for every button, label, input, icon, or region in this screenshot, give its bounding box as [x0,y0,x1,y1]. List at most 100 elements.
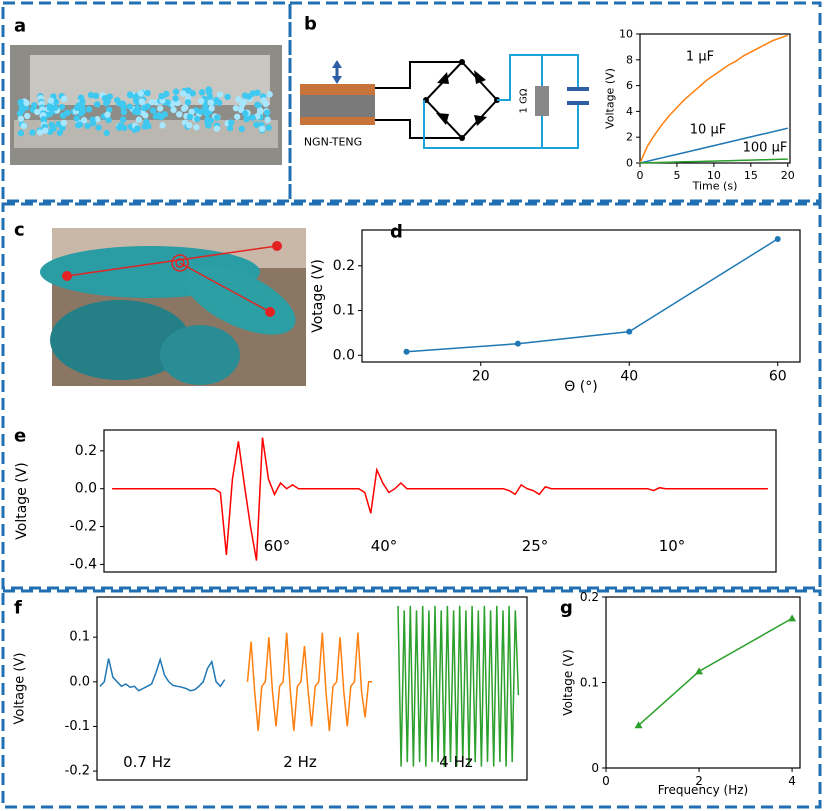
y-axis-label: Voltage (V) [14,462,30,539]
led [17,129,25,137]
led [79,98,86,105]
led [33,108,41,116]
led [172,95,179,102]
x-tick-label: 10 [707,169,721,182]
led [148,98,156,106]
y-tick-label: 0 [626,157,633,170]
led [207,99,215,106]
led [186,121,193,129]
led [235,96,242,103]
led [56,129,64,136]
led [265,124,272,131]
led [30,102,38,109]
x-tick-label: 2 [695,774,703,788]
led [205,89,213,96]
led [20,122,28,130]
led [253,121,260,128]
led [198,89,206,96]
led [120,104,127,111]
axes-frame [639,33,791,164]
led [42,127,49,134]
led [238,101,246,109]
panel-label: g [560,598,573,619]
marker [788,614,797,622]
led [213,114,221,121]
led [50,125,57,132]
x-tick-label: 60 [769,368,787,384]
x-tick-label: 15 [744,169,758,182]
led [60,119,68,127]
led [106,93,114,100]
axes-frame [605,596,801,769]
marker [634,721,643,729]
led [144,103,151,110]
panel-label: b [304,14,317,35]
annotation: 25° [522,537,549,555]
led [103,129,110,137]
y-tick-label: 0.2 [580,590,599,604]
x-tick-label: 20 [472,368,490,384]
led [188,108,195,116]
circuit-diagram [300,54,589,149]
led [47,97,55,104]
panel-label: d [390,222,403,243]
x-axis-label: Time (s) [692,180,738,193]
led [58,103,66,111]
led [185,87,192,94]
led [119,116,127,123]
led [258,125,266,132]
series-line [397,605,520,767]
led [197,108,205,115]
led [23,99,30,107]
marker [774,235,781,242]
led [59,124,66,132]
led [117,122,125,129]
led [51,104,59,112]
led [186,113,194,121]
x-axis-label: Θ (°) [564,379,597,395]
y-tick-label: 6 [626,79,633,92]
led [144,89,151,97]
y-tick-label: 4 [626,105,633,118]
led [75,102,82,109]
led [198,97,205,105]
led [94,101,101,108]
led [126,91,134,98]
axes-frame [361,229,801,363]
axes-frame [103,429,777,573]
led [134,109,142,116]
photo-led-array [10,45,282,165]
led [87,91,95,99]
marker [514,340,521,347]
led [213,96,220,104]
x-tick-label: 4 [788,774,796,788]
led [232,104,240,112]
series-line [639,34,789,164]
resistor-label: 1 GΩ [519,88,530,113]
y-axis-label: Voltage (V) [561,649,575,715]
led [89,116,96,123]
led [46,105,54,112]
y-tick-label: 0 [591,761,599,775]
y-tick-label: 0.0 [75,481,97,497]
led [95,124,102,131]
annotation: 40° [371,537,398,555]
led [254,101,261,108]
series-label: 0.7 Hz [123,753,171,771]
led [24,112,31,120]
panel-label: c [14,220,25,241]
y-tick-label: 0.1 [333,303,355,319]
led [180,105,188,112]
led [18,107,26,114]
led [256,107,264,114]
series-line [112,437,768,561]
led [104,98,111,105]
panel-label: e [14,426,26,447]
y-tick-label: 2 [626,131,633,144]
y-tick-label: 0.0 [69,674,90,689]
led [233,113,241,120]
led [105,106,113,113]
led [226,124,234,132]
led [52,98,60,106]
led [61,95,68,103]
